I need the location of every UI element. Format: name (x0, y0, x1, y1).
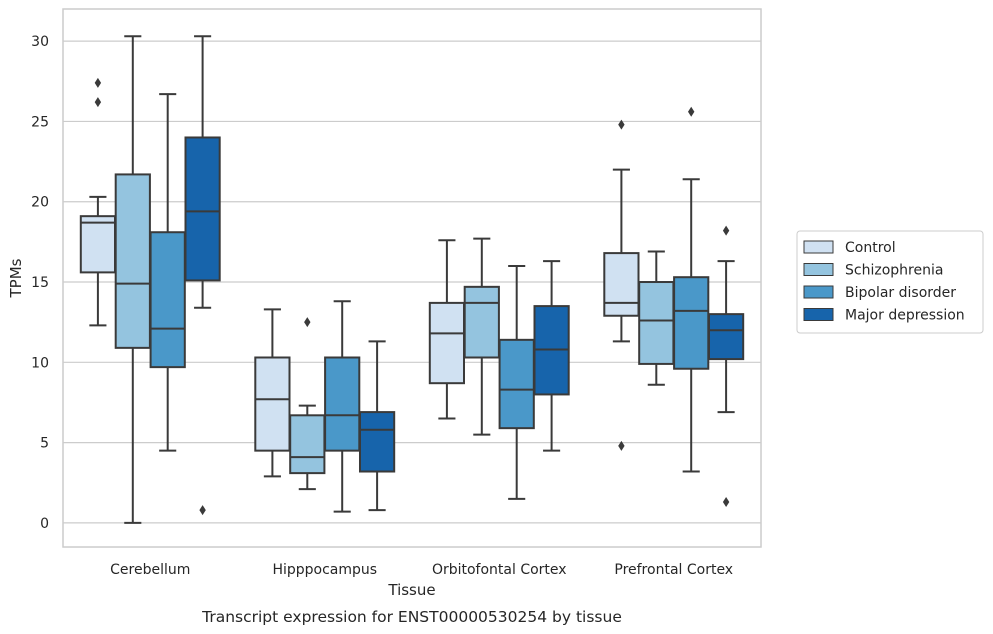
box-iqr (673, 276, 710, 370)
box (498, 264, 535, 500)
y-tick-label: 20 (31, 195, 49, 211)
box-series (79, 35, 745, 524)
y-tick-label: 0 (40, 516, 49, 532)
x-tick-label: Cerebellum (110, 562, 190, 578)
box (638, 250, 675, 386)
outlier-point (199, 505, 206, 516)
outlier-point (618, 119, 625, 130)
y-axis-label: TPMs (7, 258, 25, 298)
box-iqr (184, 136, 221, 282)
legend-swatch (803, 263, 834, 276)
box (533, 260, 570, 452)
box-iqr (638, 281, 675, 365)
y-tick-label: 15 (31, 275, 49, 291)
outlier-point (722, 497, 730, 508)
legend-label: Major depression (845, 308, 965, 324)
legend: Control Schizophrenia Bipolar disorder Majo… (796, 230, 984, 334)
box (707, 225, 745, 508)
outlier-point (94, 77, 102, 88)
box-iqr (289, 414, 326, 475)
x-tick-label: Prefrontal Cortex (614, 562, 733, 578)
box-iqr (149, 231, 186, 369)
box-iqr (603, 252, 640, 317)
legend-label: Control (845, 240, 896, 256)
box (149, 93, 186, 452)
legend-label: Bipolar disorder (845, 285, 956, 301)
x-tick-label: Hipppocampus (272, 562, 377, 578)
outlier-point (688, 106, 695, 117)
box (463, 237, 500, 436)
box-iqr (114, 173, 151, 349)
legend-frame (796, 230, 984, 334)
y-axis-ticks: 0 5 10 15 20 25 30 (31, 34, 49, 532)
legend-swatch (803, 285, 834, 299)
box (79, 77, 117, 327)
legend-swatch (803, 308, 834, 321)
box-iqr (324, 356, 361, 452)
chart-caption: Transcript expression for ENST0000053025… (201, 608, 622, 626)
box-iqr (254, 356, 291, 452)
box-iqr (498, 338, 535, 430)
outlier-point (618, 440, 625, 451)
outlier-point (304, 317, 311, 328)
box-iqr (463, 285, 500, 359)
box-iqr (79, 215, 117, 274)
box (324, 300, 361, 513)
outlier-point (722, 225, 730, 236)
box-iqr (428, 301, 466, 385)
x-axis-label: Tissue (387, 581, 435, 599)
x-tick-label: Orbitofontal Cortex (432, 562, 567, 578)
y-tick-label: 10 (31, 355, 49, 371)
x-axis-ticks: Cerebellum Hipppocampus Orbitofontal Corte… (110, 562, 733, 578)
box (184, 35, 221, 516)
legend-label: Schizophrenia (845, 263, 943, 279)
box (428, 239, 466, 420)
box-iqr (358, 411, 396, 473)
box (603, 119, 640, 451)
y-tick-label: 5 (40, 436, 49, 452)
box (358, 340, 396, 512)
y-tick-label: 25 (31, 114, 49, 130)
outlier-point (94, 97, 102, 108)
y-tick-label: 30 (31, 34, 49, 50)
box (673, 106, 710, 473)
box-iqr (707, 313, 745, 361)
legend-swatch (803, 240, 834, 254)
box (289, 317, 326, 491)
box (114, 35, 151, 524)
plot-frame (62, 8, 762, 548)
legend-items: Control Schizophrenia Bipolar disorder Majo… (803, 240, 965, 324)
box (254, 308, 291, 478)
